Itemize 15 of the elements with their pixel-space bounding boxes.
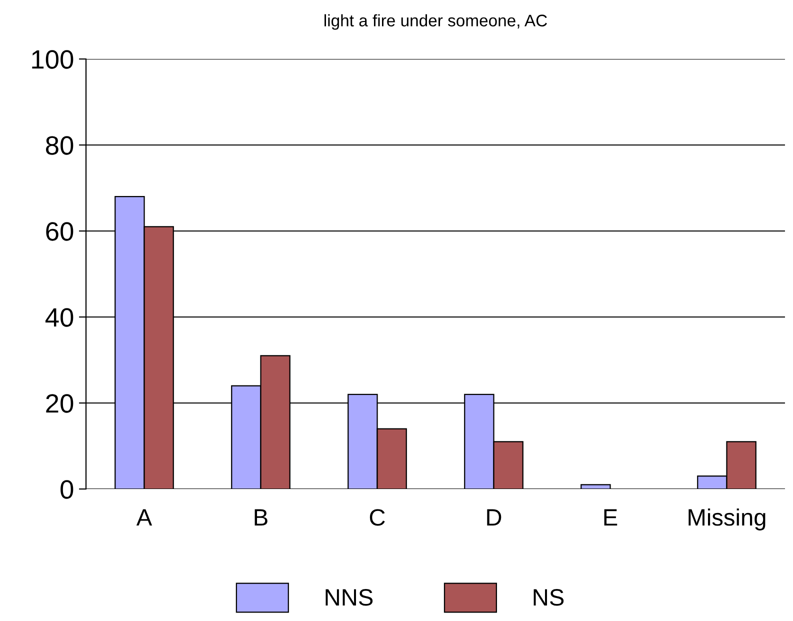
legend-label: NNS [326,589,373,606]
y-tick-label: 100 [32,50,74,69]
y-tick-label: 40 [45,308,74,327]
x-tick-label: A [136,509,152,526]
x-tick-label: D [487,509,502,526]
x-tick-label: B [254,509,268,526]
legend-label: NS [534,589,564,606]
y-tick-label: 80 [46,136,74,155]
x-tick-label: Missing [688,508,766,530]
y-tick-label: 0 [60,480,74,499]
x-tick-label: E [604,509,618,526]
y-tick-label: 20 [46,394,74,413]
chart-title: light a fire under someone, AC [324,14,547,30]
x-tick-label: C [370,509,385,526]
y-tick-label: 60 [46,222,74,241]
